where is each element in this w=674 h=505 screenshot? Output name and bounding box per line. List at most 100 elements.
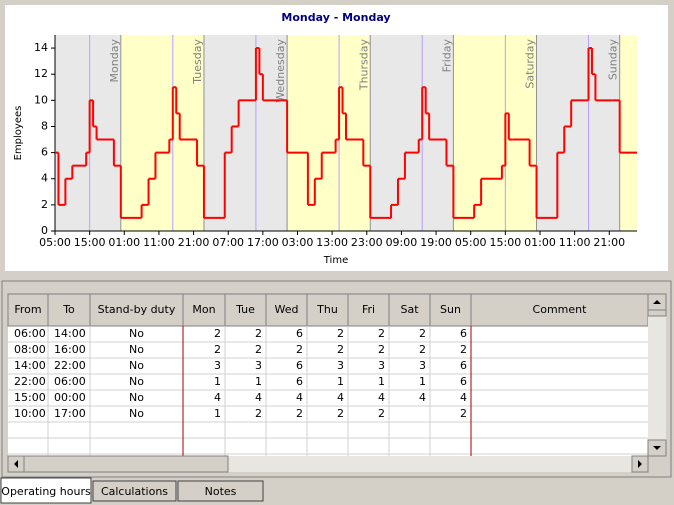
cell: 2 [419,343,426,356]
column-header[interactable] [470,293,649,327]
column-header[interactable] [182,293,226,327]
cell: 15:00 [14,391,46,404]
day-band [370,35,454,231]
x-tick-label: 01:00 [524,236,556,249]
x-tick-label: 11:00 [143,236,175,249]
x-tick-label: 21:00 [593,236,625,249]
table: From To Stand-by duty Mon Tue Wed Thu Fri Sat Sun… [7,293,667,473]
y-tick-label: 10 [34,93,48,106]
h-scroll-thumb[interactable] [23,455,229,473]
column-header[interactable] [89,293,184,327]
x-axis-label: Time [323,255,348,266]
column-header[interactable] [388,293,431,327]
cell: 2 [255,327,262,340]
cell: 3 [214,359,221,372]
column-header[interactable] [7,293,49,327]
cell: 00:00 [54,391,86,404]
column-header-label: Fri [362,303,375,316]
x-tick-label: 05:00 [455,236,487,249]
x-tick-label: 05:00 [39,236,71,249]
left-arrow [14,460,18,468]
x-tick-label: 09:00 [386,236,418,249]
day-label: Saturday [524,39,537,89]
cell: No [129,407,144,420]
tab[interactable] [177,480,264,502]
tab[interactable] [92,480,177,502]
cell: 2 [337,343,344,356]
tab-label: Calculations [101,485,168,498]
cell: 3 [378,359,385,372]
cell: 4 [296,391,303,404]
tab-label: Notes [205,485,237,498]
column-header-label: Stand-by duty [98,303,176,316]
cell: 14:00 [54,327,86,340]
day-label: Monday [108,39,121,83]
cell: 2 [460,407,467,420]
x-tick-label: 23:00 [351,236,383,249]
tab-bar: Operating hours Calculations Notes [0,477,264,504]
table-body [8,326,648,456]
right-arrow [638,460,642,468]
x-tick-label: 15:00 [74,236,106,249]
day-label: Tuesday [191,39,204,85]
column-header[interactable] [306,293,349,327]
cell: 16:00 [54,343,86,356]
x-tick-label: 07:00 [212,236,244,249]
cell: No [129,359,144,372]
cell: No [129,391,144,404]
cell: 14:00 [14,359,46,372]
day-band [453,35,537,231]
cell: 1 [214,407,221,420]
day-band [120,35,204,231]
day-label: Wednesday [274,39,287,103]
cell: 4 [214,391,221,404]
v-scroll-thumb[interactable] [647,309,667,317]
x-tick-label: 15:00 [490,236,522,249]
down-arrow [653,446,661,450]
plot: Monday Tuesday Wednesday Thursday Friday Satu… [34,35,638,249]
cell: 2 [296,407,303,420]
cell: 6 [296,359,303,372]
column-header[interactable] [429,293,472,327]
day-band [536,35,620,231]
cell: 10:00 [14,407,46,420]
day-label: Thursday [357,39,370,92]
cell: 2 [296,343,303,356]
up-arrow [653,300,661,304]
column-header[interactable] [265,293,308,327]
cell: 6 [296,327,303,340]
v-scrollbar[interactable] [648,294,666,456]
column-header-label: Tue [235,303,255,316]
y-tick-label: 6 [41,146,48,159]
x-tick-label: 03:00 [282,236,314,249]
cell: 6 [460,327,467,340]
cell: 4 [337,391,344,404]
cell: No [129,327,144,340]
cell: 2 [378,327,385,340]
y-tick-label: 14 [34,41,48,54]
cell: 2 [378,343,385,356]
cell: 2 [214,343,221,356]
cell: 1 [255,375,262,388]
x-tick-label: 13:00 [316,236,348,249]
column-header-label: Mon [192,303,215,316]
cell: 4 [419,391,426,404]
cell: 17:00 [54,407,86,420]
cell: No [129,375,144,388]
tab[interactable] [0,477,92,504]
y-tick-label: 2 [41,198,48,211]
cell: 2 [337,407,344,420]
cell: 22:00 [54,359,86,372]
cell: 3 [337,359,344,372]
x-tick-label: 01:00 [108,236,140,249]
day-band [619,35,637,231]
x-tick-label: 21:00 [178,236,210,249]
day-label: Sunday [607,39,620,81]
cell: 4 [378,391,385,404]
cell: 4 [255,391,262,404]
cell: 2 [378,407,385,420]
column-header-label: To [62,303,75,316]
y-tick-label: 12 [34,67,48,80]
column-header-label: Thu [316,303,338,316]
